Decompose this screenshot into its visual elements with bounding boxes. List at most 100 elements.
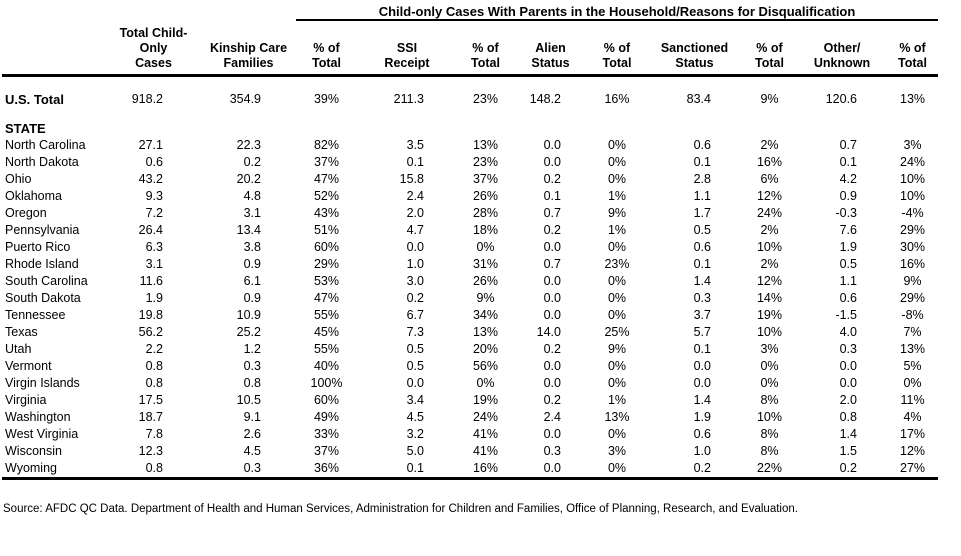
table-cell: 37%	[313, 444, 340, 458]
table-cell: 0.0	[693, 359, 711, 373]
table-cell: 23%	[604, 257, 630, 271]
table-cell: 0.9	[243, 257, 261, 271]
state-row: Wisconsin 12.3 4.5 37% 5.0 41% 0.3 3% 1.0 8% 1.5 12…	[2, 443, 938, 460]
table-cell: 0%	[903, 376, 922, 390]
table-cell: 0.9	[243, 291, 261, 305]
table-cell: 9%	[607, 342, 627, 356]
table-cell: 918.2	[131, 92, 163, 106]
table-cell: 34%	[472, 308, 499, 322]
column-header: Total Child-Only Cases	[106, 20, 201, 77]
state-name-cell: North Dakota	[5, 155, 79, 169]
table-cell: 22.3	[236, 138, 261, 152]
table-cell: 0%	[476, 240, 495, 254]
table-cell: 19.8	[138, 308, 163, 322]
state-name-cell: Utah	[5, 342, 32, 356]
table-cell: 10%	[756, 240, 783, 254]
state-row: Oklahoma 9.3 4.8 52% 2.4 26% 0.1 1% 1.1 12% 0.9 10%	[2, 188, 938, 205]
table-cell: 0.0	[543, 376, 561, 390]
table-cell: 0.6	[839, 291, 857, 305]
table-cell: 55%	[313, 342, 340, 356]
table-cell: 2.0	[406, 206, 424, 220]
column-header: Kinship Care Families	[201, 20, 296, 77]
column-header: % of Total	[887, 20, 939, 77]
state-name-cell: Tennessee	[5, 308, 66, 322]
us-total-row: U.S. Total 918.2 354.9 39% 211.3 23% 148.2 16% 8…	[2, 76, 938, 109]
table-cell: 49%	[313, 410, 340, 424]
state-row: West Virginia 7.8 2.6 33% 3.2 41% 0.0 0% 0.6 8% 1.…	[2, 426, 938, 443]
column-header: % of Total	[457, 20, 514, 77]
table-cell: 11.6	[139, 274, 163, 288]
table-cell: 0%	[760, 359, 779, 373]
table-cell: 2.2	[145, 342, 163, 356]
table-cell: 2.6	[243, 427, 261, 441]
table-cell: 41%	[472, 444, 499, 458]
state-row: Utah 2.2 1.2 55% 0.5 20% 0.2 9% 0.1 3% 0.3 13%	[2, 341, 938, 358]
table-cell: 0.1	[693, 342, 711, 356]
table-cell: 1%	[607, 393, 627, 407]
table-cell: 0.8	[839, 410, 857, 424]
table-cell: 2%	[760, 223, 779, 237]
table-cell: 13%	[900, 342, 926, 356]
table-cell: 2.8	[693, 172, 711, 186]
state-name-cell: West Virginia	[5, 427, 79, 441]
table-cell: 6%	[760, 172, 779, 186]
table-cell: 0.0	[543, 308, 561, 322]
table-header: Child-only Cases With Parents in the Hou…	[2, 4, 939, 77]
table-cell: 2.4	[543, 410, 561, 424]
table-cell: 0%	[607, 359, 627, 373]
table-cell: 1.4	[693, 393, 711, 407]
table-cell: 8%	[760, 393, 779, 407]
table-cell: 12%	[756, 274, 783, 288]
source-note: Source: AFDC QC Data. Department of Heal…	[3, 503, 798, 515]
table-cell: 0.8	[145, 359, 163, 373]
table-cell: 0%	[607, 308, 627, 322]
table-cell: 18.7	[138, 410, 163, 424]
table-cell: 3.1	[145, 257, 163, 271]
report-page: Child-only Cases With Parents in the Hou…	[0, 4, 961, 556]
table-cell: 2.4	[406, 189, 424, 203]
table-cell: 51%	[313, 223, 340, 237]
table-cell: 3.4	[406, 393, 424, 407]
table-cell: 1.4	[839, 427, 857, 441]
column-header	[2, 20, 106, 77]
table-cell: 41%	[472, 427, 499, 441]
table-cell: 0%	[607, 240, 627, 254]
table-cell: 13%	[472, 325, 499, 339]
state-name-cell: Wisconsin	[5, 444, 62, 458]
table-cell: 1.9	[839, 240, 857, 254]
state-name-cell: North Carolina	[5, 138, 86, 152]
group-header-title: Child-only Cases With Parents in the Hou…	[296, 4, 939, 21]
table-cell: 17%	[900, 427, 926, 441]
state-name-cell: South Carolina	[5, 274, 88, 288]
table-cell: 43.2	[138, 172, 163, 186]
state-name-cell: Oklahoma	[5, 189, 62, 203]
state-name-cell: Rhode Island	[5, 257, 79, 271]
table-cell: 0.6	[693, 240, 711, 254]
table-cell: 148.2	[529, 92, 561, 106]
table-cell: 12.3	[138, 444, 163, 458]
table-cell: 83.4	[686, 92, 711, 106]
group-header-spacer	[2, 4, 296, 20]
table-cell: 0.7	[543, 206, 561, 220]
table-cell: 0.0	[514, 460, 587, 480]
table-cell: 7.2	[145, 206, 163, 220]
column-header: % of Total	[742, 20, 797, 77]
table-cell: 0.5	[406, 342, 424, 356]
state-row: Ohio 43.2 20.2 47% 15.8 37% 0.2 0% 2.8 6% 4.2 10%	[2, 171, 938, 188]
table-cell: 0.2	[406, 291, 424, 305]
table-cell: 29%	[900, 291, 926, 305]
table-cell: 1.0	[406, 257, 424, 271]
table-cell: 9.3	[145, 189, 163, 203]
state-row: South Carolina 11.6 6.1 53% 3.0 26% 0.0 0% 1.4 12…	[2, 273, 938, 290]
table-cell: 0.1	[406, 155, 424, 169]
state-row: Tennessee 19.8 10.9 55% 6.7 34% 0.0 0% 3.7 19% -1.…	[2, 307, 938, 324]
table-cell: 56.2	[138, 325, 163, 339]
table-cell: 4.5	[406, 410, 424, 424]
table-cell: 0%	[476, 376, 495, 390]
table-cell: 23%	[472, 92, 499, 106]
table-cell: 10%	[900, 172, 926, 186]
table-cell: 45%	[313, 325, 340, 339]
table-cell: 0.0	[543, 155, 561, 169]
table-cell: 0.3	[839, 342, 857, 356]
table-cell: 4.8	[243, 189, 261, 203]
